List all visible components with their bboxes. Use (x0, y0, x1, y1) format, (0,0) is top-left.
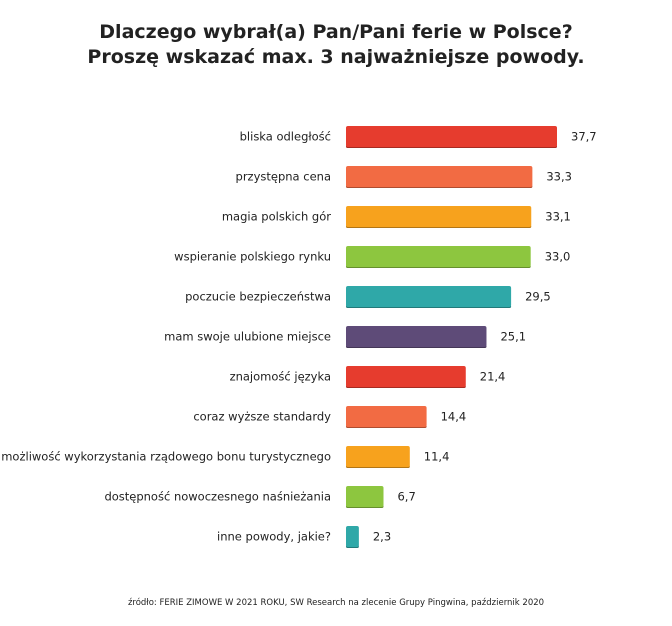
value-label: 29,5 (525, 290, 551, 304)
value-label: 14,4 (441, 410, 467, 424)
category-label: znajomość języka (230, 370, 331, 384)
bar (346, 446, 410, 467)
category-label: przystępna cena (236, 170, 331, 184)
value-label: 2,3 (373, 530, 391, 544)
bar (346, 246, 531, 267)
category-label: poczucie bezpieczeństwa (185, 290, 331, 304)
bar (346, 366, 466, 387)
bar (346, 166, 533, 187)
bar (346, 286, 512, 307)
value-label: 37,7 (571, 130, 597, 144)
bar (346, 326, 487, 347)
category-label: dostępność nowoczesnego naśnieżania (104, 490, 331, 504)
category-label: inne powody, jakie? (217, 530, 331, 544)
bar-chart: bliska odległość 37,7 przystępna cena 33,3 m… (1, 126, 597, 548)
bar (346, 486, 384, 507)
value-label: 11,4 (424, 450, 450, 464)
bar (346, 406, 427, 427)
category-label: możliwość wykorzystania rządowego bonu t… (1, 450, 331, 464)
category-label: mam swoje ulubione miejsce (164, 330, 331, 344)
bar (346, 126, 557, 147)
chart-title-line-1: Dlaczego wybrał(a) Pan/Pani ferie w Pols… (99, 21, 573, 43)
chart-title: Dlaczego wybrał(a) Pan/Pani ferie w Pols… (0, 20, 672, 70)
category-label: wspieranie polskiego rynku (174, 250, 331, 264)
value-label: 33,1 (545, 210, 571, 224)
chart-title-line-2: Proszę wskazać max. 3 najważniejsze powo… (87, 46, 585, 68)
bar (346, 206, 532, 227)
value-label: 21,4 (480, 370, 506, 384)
bar (346, 526, 359, 547)
value-label: 6,7 (397, 490, 415, 504)
category-label: bliska odległość (240, 130, 331, 144)
category-label: coraz wyższe standardy (193, 410, 331, 424)
value-label: 33,0 (545, 250, 571, 264)
value-label: 25,1 (500, 330, 526, 344)
source-note: źródło: FERIE ZIMOWE W 2021 ROKU, SW Res… (127, 598, 545, 608)
value-label: 33,3 (546, 170, 572, 184)
category-label: magia polskich gór (222, 210, 331, 224)
